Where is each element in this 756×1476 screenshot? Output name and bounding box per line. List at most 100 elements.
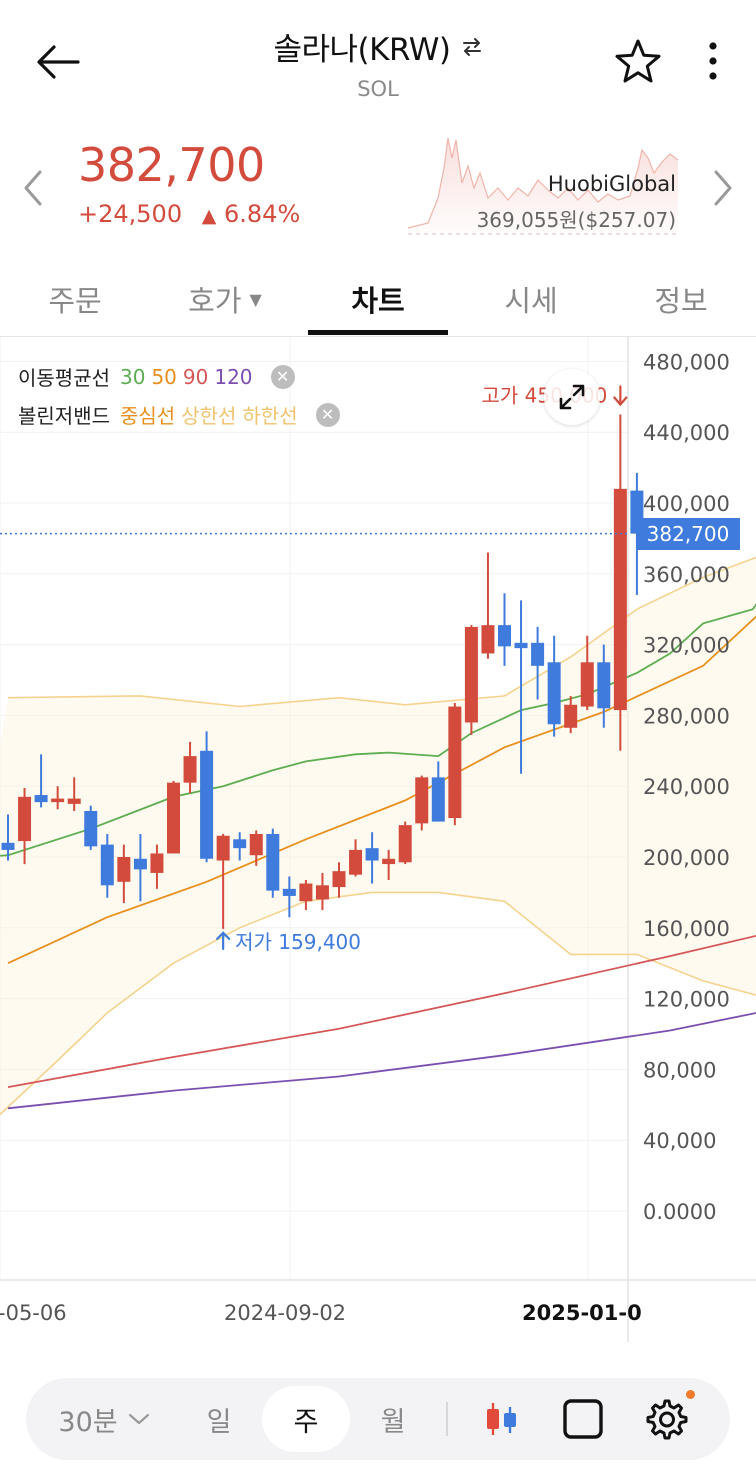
expand-chart-button[interactable] — [544, 369, 600, 425]
candle-body — [448, 706, 462, 819]
page-title[interactable]: 솔라나(KRW) — [273, 24, 482, 69]
bb-legend: 볼린저밴드 중심선 상한선 하한선 ✕ — [18, 400, 340, 429]
tab-label: 차트 — [351, 284, 405, 318]
candle — [382, 849, 396, 881]
candlestick-chart[interactable]: 480,000 440,000 400,000 360,000 320,000 280,0… — [0, 337, 756, 1342]
candle-body — [67, 798, 81, 804]
candle-body — [34, 795, 48, 803]
y-tick-label: 360,000 — [643, 563, 730, 587]
interval-label: 30분 — [58, 1406, 118, 1438]
active-period-indicator — [262, 1386, 350, 1452]
candle-body — [547, 662, 561, 725]
bollinger-upper-line — [7, 556, 756, 708]
caret-down-icon: ▼ — [249, 289, 262, 309]
candle — [299, 880, 313, 911]
exchange-name: HuobiGlobal — [547, 172, 676, 196]
candle-body — [415, 777, 429, 824]
candle — [51, 786, 65, 810]
y-tick-label: 120,000 — [643, 988, 730, 1012]
candle-body — [531, 642, 545, 666]
ma90-label: 90 — [182, 364, 209, 389]
bb-upper-label: 상한선 — [181, 404, 237, 428]
candle — [183, 741, 197, 794]
candle-body — [564, 704, 578, 728]
arrow-up-icon — [216, 931, 231, 950]
tab-bar: 주문 호가 ▼ 차트 시세 정보 — [0, 262, 756, 337]
bb-lower-label: 하한선 — [242, 404, 298, 428]
chart-settings-button[interactable] — [630, 1378, 700, 1460]
candle — [233, 832, 247, 861]
period-week-label: 주 — [293, 1406, 319, 1438]
candle-body — [580, 662, 594, 707]
next-coin-button[interactable] — [710, 168, 736, 212]
y-tick-label: 200,000 — [643, 846, 730, 870]
y-tick-label: 240,000 — [643, 775, 730, 799]
period-day-label: 일 — [206, 1406, 232, 1438]
ma50-label: 50 — [151, 364, 177, 389]
tab-market[interactable]: 시세 — [456, 262, 606, 336]
expand-icon — [559, 384, 585, 410]
change-percent: 6.84% — [224, 200, 301, 228]
gear-icon — [646, 1399, 688, 1440]
interval-select[interactable]: 30분 — [44, 1378, 164, 1460]
candle — [597, 644, 611, 728]
candle — [1, 814, 15, 861]
candle-body — [464, 626, 478, 723]
candle — [67, 777, 81, 811]
candle — [564, 695, 578, 734]
arrow-left-icon — [37, 45, 80, 79]
y-tick-label: 0.0000 — [643, 1200, 716, 1224]
candle-body — [150, 853, 164, 873]
candle-body — [133, 858, 147, 870]
candle — [464, 625, 478, 735]
favorite-button[interactable] — [612, 36, 664, 88]
candle — [365, 832, 379, 884]
candle — [133, 833, 147, 902]
price-chart[interactable]: 480,000 440,000 400,000 360,000 320,000 280,0… — [0, 337, 756, 1342]
candle-body — [183, 756, 197, 783]
candle-body — [481, 625, 495, 654]
prev-coin-button[interactable] — [20, 168, 46, 212]
y-tick-label: 480,000 — [643, 350, 730, 374]
chart-type-button[interactable] — [466, 1378, 536, 1460]
close-icon[interactable]: ✕ — [315, 402, 340, 427]
candle — [398, 821, 412, 865]
candle-body — [18, 796, 32, 842]
candle — [349, 839, 363, 877]
candle — [18, 787, 32, 865]
candle — [100, 833, 114, 898]
more-button[interactable] — [698, 36, 728, 88]
candle-body — [365, 848, 379, 861]
candle-body — [266, 833, 280, 891]
square-icon — [563, 1399, 603, 1439]
candle-body — [51, 798, 65, 803]
candle-body — [100, 844, 114, 886]
more-vertical-icon — [709, 42, 717, 80]
candle — [266, 828, 280, 898]
x-tick-label: 2024-09-02 — [224, 1301, 346, 1325]
period-month-button[interactable]: 월 — [350, 1378, 436, 1460]
tab-label: 주문 — [48, 284, 102, 318]
current-price: 382,700 — [78, 138, 265, 192]
candle-body — [233, 839, 247, 849]
candle-body — [613, 488, 627, 711]
candle — [216, 833, 230, 929]
period-week-button[interactable]: 주 — [262, 1378, 350, 1460]
candle-body — [249, 833, 263, 856]
back-button[interactable] — [30, 34, 86, 90]
tab-orderbook[interactable]: 호가 ▼ — [150, 262, 300, 336]
candle-body — [597, 662, 611, 709]
candle — [531, 626, 545, 700]
price-change: +24,500 ▲ 6.84% — [78, 200, 300, 228]
drawing-tool-button[interactable] — [548, 1378, 618, 1460]
period-day-button[interactable]: 일 — [176, 1378, 262, 1460]
bollinger-band-fill — [0, 557, 756, 1115]
ma30-label: 30 — [120, 364, 146, 389]
tab-chart[interactable]: 차트 — [308, 262, 448, 336]
candle-body — [332, 871, 346, 888]
close-icon[interactable]: ✕ — [270, 364, 295, 389]
tab-order[interactable]: 주문 — [0, 262, 150, 336]
candle-body — [299, 883, 313, 902]
change-amount: +24,500 — [78, 200, 183, 228]
tab-info[interactable]: 정보 — [606, 262, 756, 336]
